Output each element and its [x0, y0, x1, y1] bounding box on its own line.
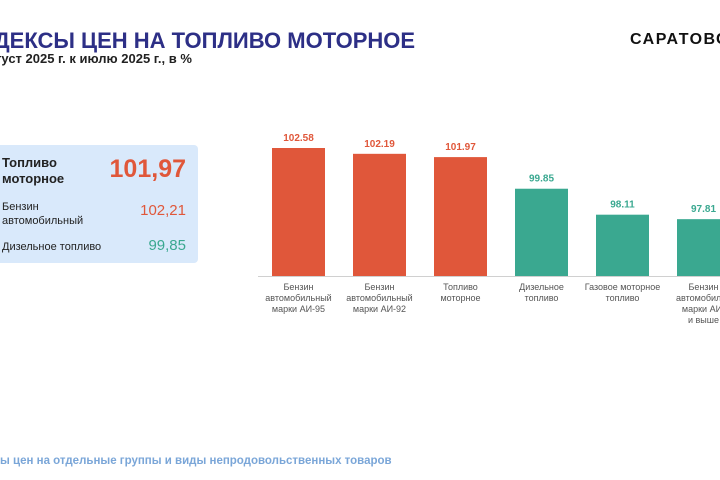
x-tick-label-line: Бензин — [364, 282, 395, 292]
summary-label-motor-fuel: Топливо моторное — [2, 155, 64, 187]
summary-label-line2: автомобильный — [2, 215, 84, 227]
summary-value-petrol: 102,21 — [140, 202, 186, 219]
bar — [515, 188, 568, 276]
bar-value-label: 101.97 — [445, 142, 476, 153]
summary-value-diesel: 99,85 — [148, 237, 186, 254]
x-tick-label: Топливо моторное — [418, 282, 504, 304]
footer-link[interactable]: ы цен на отдельные группы и виды непродо… — [0, 455, 392, 467]
x-tick-label: Газовое моторное топливо — [580, 282, 666, 304]
x-tick-label-line: автомобильный — [265, 293, 332, 303]
summary-label-line2: моторное — [2, 171, 65, 186]
x-tick-label-line: Топливо — [443, 282, 478, 292]
bar — [677, 219, 720, 276]
bar-value-label: 98.11 — [610, 200, 635, 211]
bar-value-label: 102.58 — [283, 133, 314, 144]
summary-value-motor-fuel: 101,97 — [109, 155, 186, 183]
summary-label-line1: Бензин — [2, 201, 39, 213]
x-tick-label-line: марки АИ- — [681, 304, 720, 314]
x-tick-label-line: топливо — [605, 293, 640, 303]
bar — [272, 148, 325, 276]
bar — [434, 157, 487, 276]
bar-value-label: 99.85 — [529, 174, 554, 185]
brand-logo-text: САРАТОВС — [630, 31, 720, 48]
summary-label-petrol: Бензин автомобильный — [2, 200, 83, 228]
x-tick-label: Дизельное топливо — [499, 282, 585, 304]
x-tick-label-line: топливо — [524, 293, 559, 303]
x-tick-label-line: Бензин — [283, 282, 314, 292]
x-tick-label-line: автомобильн — [676, 293, 720, 303]
x-tick-label-line: Дизельное — [519, 282, 564, 292]
summary-label-diesel: Дизельное топливо — [2, 241, 102, 253]
x-tick-label-line: марки АИ-95 — [271, 304, 326, 314]
x-tick-label: Бензин автомобильный марки АИ-95 — [256, 282, 342, 315]
bar-value-label: 97.81 — [691, 204, 716, 215]
x-tick-label-line: моторное — [440, 293, 481, 303]
bar — [596, 214, 649, 276]
page-subtitle: густ 2025 г. к июлю 2025 г., в % — [0, 51, 192, 66]
summary-panel: Топливо моторное 101,97 Бензин автомобил… — [0, 145, 198, 263]
x-tick-label-line: Бензин — [688, 282, 719, 292]
x-tick-label-line: Газовое моторное — [584, 282, 661, 292]
page-title: ДЕКСЫ ЦЕН НА ТОПЛИВО МОТОРНОЕ — [0, 28, 416, 53]
x-tick-label: Бензинавтомобильнмарки АИ-и выше — [661, 282, 720, 326]
summary-label-line1: Топливо — [2, 155, 57, 170]
bar — [353, 153, 406, 276]
x-tick-label: Бензин автомобильный марки АИ-92 — [337, 282, 423, 315]
x-tick-label-line: и выше — [687, 315, 719, 325]
bar-value-label: 102.19 — [364, 139, 395, 150]
x-tick-label-line: автомобильный — [346, 293, 413, 303]
x-tick-label-line: марки АИ-92 — [352, 304, 407, 314]
